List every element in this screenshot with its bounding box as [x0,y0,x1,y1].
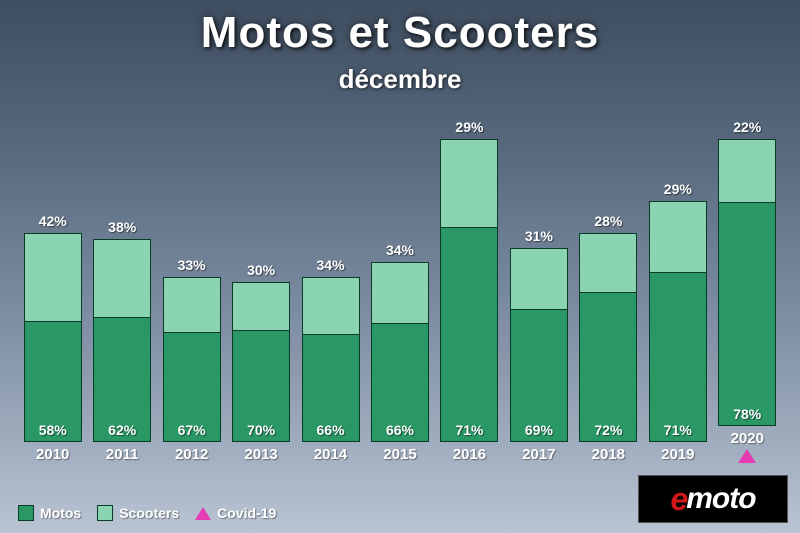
segment-scooters: 34% [303,278,359,333]
segment-motos-label: 70% [247,422,275,441]
bar-stack: 28% 72% [579,233,637,442]
segment-scooters-label: 30% [233,262,289,281]
segment-scooters: 29% [650,202,706,271]
segment-scooters-label: 29% [441,119,497,138]
segment-motos: 69% [511,309,567,441]
x-axis-label: 2015 [383,446,416,463]
segment-motos-label: 72% [594,422,622,441]
segment-scooters: 28% [580,234,636,292]
segment-motos-label: 78% [733,406,761,425]
x-axis-label: 2017 [522,446,555,463]
segment-scooters-label: 22% [719,119,775,138]
chart-title: Motos et Scooters [0,8,800,58]
segment-motos: 78% [719,202,775,425]
logo-moto: moto [686,482,755,516]
segment-scooters-label: 42% [25,213,81,232]
legend-swatch-motos [18,505,34,521]
bar-stack: 34% 66% [371,262,429,442]
bar-column: 22% 78% 2020 [715,139,780,463]
segment-scooters-label: 34% [372,242,428,261]
segment-motos: 70% [233,330,289,441]
bar-column: 30% 70% 2013 [228,282,293,463]
legend-triangle-covid [195,507,211,520]
x-axis-label: 2018 [592,446,625,463]
segment-motos: 62% [94,317,150,441]
legend-item-motos: Motos [18,505,81,521]
legend: Motos Scooters Covid-19 [18,505,276,521]
segment-motos-label: 71% [455,422,483,441]
segment-scooters-label: 29% [650,181,706,200]
segment-motos: 67% [164,332,220,441]
segment-motos: 58% [25,321,81,441]
segment-motos-label: 67% [178,422,206,441]
x-axis-label: 2016 [453,446,486,463]
legend-swatch-scooters [97,505,113,521]
x-axis-label: 2011 [106,446,139,463]
bar-stack: 38% 62% [93,239,151,442]
segment-motos: 72% [580,292,636,441]
segment-scooters: 34% [372,263,428,324]
bar-stack: 33% 67% [163,277,221,442]
x-axis-label: 2010 [36,446,69,463]
bar-stack: 22% 78% [718,139,776,426]
segment-motos-label: 71% [664,422,692,441]
segment-motos-label: 69% [525,422,553,441]
bar-column: 29% 71% 2016 [437,139,502,463]
segment-scooters-label: 34% [303,257,359,276]
legend-label-scooters: Scooters [119,505,179,521]
segment-motos-label: 66% [317,422,345,441]
x-axis-label: 2013 [244,446,277,463]
bar-column: 33% 67% 2012 [159,277,224,463]
bar-column: 34% 66% 2015 [367,262,432,463]
segment-scooters: 42% [25,234,81,321]
bar-column: 42% 58% 2010 [20,233,85,463]
segment-motos: 71% [650,272,706,441]
segment-motos-label: 58% [39,422,67,441]
bar-chart: 42% 58% 2010 38% 62% 2011 33% 67% 2012 30% 70% 2013… [18,110,782,463]
segment-motos-label: 62% [108,422,136,441]
bar-stack: 31% 69% [510,248,568,442]
bar-stack: 34% 66% [302,277,360,442]
bar-stack: 30% 70% [232,282,290,442]
segment-scooters-label: 38% [94,219,150,238]
legend-item-covid: Covid-19 [195,505,276,521]
segment-scooters: 31% [511,249,567,308]
segment-scooters-label: 33% [164,257,220,276]
x-axis-label: 2014 [314,446,347,463]
legend-label-motos: Motos [40,505,81,521]
legend-item-scooters: Scooters [97,505,179,521]
segment-scooters: 29% [441,140,497,227]
segment-scooters-label: 31% [511,228,567,247]
emoto-logo: e moto [638,475,788,523]
covid-marker-icon [738,449,756,463]
segment-scooters: 33% [164,278,220,332]
segment-scooters: 38% [94,240,150,316]
bar-column: 31% 69% 2017 [506,248,571,463]
chart-subtitle: décembre [0,64,800,95]
bar-column: 34% 66% 2014 [298,277,363,463]
x-axis-label: 2019 [661,446,694,463]
segment-scooters: 22% [719,140,775,203]
legend-label-covid: Covid-19 [217,505,276,521]
segment-motos: 66% [372,323,428,441]
bar-stack: 29% 71% [440,139,498,442]
segment-motos: 66% [303,334,359,441]
bar-stack: 29% 71% [649,201,707,442]
bar-column: 38% 62% 2011 [89,239,154,463]
x-axis-label: 2020 [731,430,764,447]
segment-motos-label: 66% [386,422,414,441]
x-axis-label: 2012 [175,446,208,463]
segment-motos: 71% [441,227,497,441]
segment-scooters-label: 28% [580,213,636,232]
bar-column: 28% 72% 2018 [576,233,641,463]
bar-stack: 42% 58% [24,233,82,442]
segment-scooters: 30% [233,283,289,331]
bar-column: 29% 71% 2019 [645,201,710,463]
